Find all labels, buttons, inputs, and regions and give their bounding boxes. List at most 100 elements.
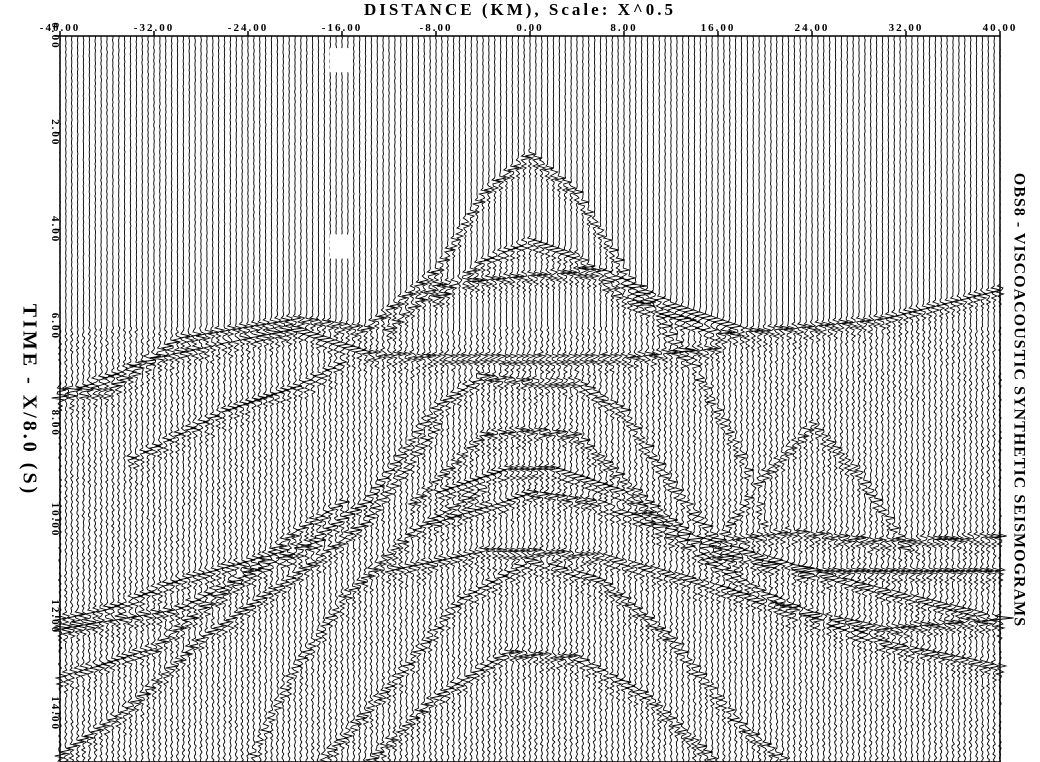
seismic-trace bbox=[164, 35, 179, 762]
seismic-trace bbox=[107, 35, 121, 762]
seismic-trace bbox=[206, 35, 220, 762]
seismic-trace bbox=[612, 35, 626, 762]
seismic-trace bbox=[705, 35, 720, 762]
seismic-trace bbox=[289, 35, 304, 762]
x-tick-label: -40.00 bbox=[40, 22, 80, 34]
seismic-trace bbox=[834, 35, 849, 762]
seismic-trace bbox=[780, 35, 798, 762]
seismic-trace bbox=[828, 35, 844, 762]
seismic-trace bbox=[774, 35, 792, 762]
seismic-trace bbox=[675, 35, 693, 762]
seismic-trace bbox=[183, 35, 197, 762]
seismic-trace bbox=[359, 35, 373, 762]
x-tick-label: 16.00 bbox=[701, 22, 736, 34]
x-tick-label: 24.00 bbox=[795, 22, 830, 34]
x-axis-ticks: -40.00 -32.00 -24.00 -16.00 -8.00 0.00 8.00 16.… bbox=[40, 22, 1015, 36]
seismic-trace bbox=[270, 35, 285, 762]
y-tick-label: 0.00 bbox=[49, 22, 61, 49]
seismic-trace bbox=[447, 35, 463, 762]
seismic-trace bbox=[635, 35, 652, 762]
x-tick-label: -16.00 bbox=[322, 22, 362, 34]
blank-patch bbox=[330, 48, 352, 73]
seismic-trace bbox=[981, 35, 995, 762]
seismic-trace bbox=[629, 35, 647, 762]
seismic-trace bbox=[488, 35, 502, 762]
seismic-trace bbox=[698, 35, 718, 762]
seismic-trace bbox=[342, 36, 356, 762]
chart-title: DISTANCE (KM), Scale: X^0.5 bbox=[364, 0, 676, 19]
seismic-trace bbox=[659, 35, 673, 762]
seismic-trace bbox=[60, 35, 73, 762]
seismic-trace bbox=[559, 35, 573, 762]
seismic-trace bbox=[898, 35, 913, 762]
seismic-trace bbox=[816, 35, 833, 762]
seismic-trace bbox=[500, 36, 514, 762]
seismic-trace bbox=[535, 35, 550, 762]
seismic-trace bbox=[323, 35, 338, 762]
seismic-trace bbox=[682, 35, 697, 762]
seismic-trace bbox=[812, 35, 825, 762]
seismic-trace bbox=[152, 35, 169, 762]
seismic-trace bbox=[876, 35, 890, 762]
seismic-trace bbox=[711, 35, 727, 762]
x-tick-label: 8.00 bbox=[610, 22, 637, 34]
x-tick-label: -24.00 bbox=[228, 22, 268, 34]
seismic-trace bbox=[76, 35, 93, 762]
seismic-trace bbox=[650, 35, 671, 762]
seismic-trace bbox=[935, 36, 949, 762]
seismic-trace bbox=[987, 35, 1002, 762]
seismic-trace bbox=[788, 35, 803, 762]
seismic-trace bbox=[588, 35, 602, 762]
seismic-trace bbox=[524, 35, 538, 762]
seismic-trace bbox=[365, 35, 379, 762]
seismic-trace bbox=[918, 35, 931, 762]
y-tick-label: 8.00 bbox=[49, 410, 61, 437]
seismic-trace bbox=[64, 35, 83, 762]
seismic-trace bbox=[923, 35, 937, 762]
seismic-trace bbox=[594, 35, 608, 762]
seismic-trace bbox=[905, 35, 920, 762]
seismic-trace bbox=[247, 35, 262, 762]
seismic-trace bbox=[389, 35, 403, 762]
seismic-trace bbox=[617, 35, 632, 762]
seismic-trace bbox=[427, 35, 444, 762]
seismic-trace bbox=[911, 35, 925, 762]
seismic-trace bbox=[224, 35, 238, 762]
seismic-trace bbox=[823, 35, 838, 762]
y-tick-label: 4.00 bbox=[49, 216, 61, 243]
seismic-trace bbox=[841, 35, 855, 762]
seismic-trace bbox=[762, 35, 779, 762]
y-tick-label: 10.00 bbox=[49, 503, 61, 538]
seismic-trace bbox=[670, 35, 685, 762]
blank-patch bbox=[330, 234, 352, 259]
seismic-trace bbox=[664, 35, 680, 762]
seismic-trace bbox=[600, 35, 615, 762]
x-tick-label: 0.00 bbox=[516, 22, 543, 34]
seismic-trace bbox=[684, 35, 704, 762]
seismic-trace bbox=[958, 35, 972, 762]
seismic-trace bbox=[947, 35, 962, 762]
seismic-trace bbox=[798, 36, 815, 762]
seismic-trace bbox=[306, 35, 320, 762]
seismic-trace bbox=[952, 35, 966, 762]
seismic-trace bbox=[581, 35, 597, 762]
seismic-trace bbox=[976, 35, 990, 762]
x-tick-label: -8.00 bbox=[420, 22, 453, 34]
seismic-trace bbox=[394, 35, 408, 762]
seismic-trace bbox=[640, 36, 656, 762]
seismic-trace bbox=[171, 35, 186, 762]
seismic-trace bbox=[746, 35, 761, 762]
seismic-trace bbox=[71, 35, 85, 762]
seismic-trace bbox=[418, 36, 432, 762]
seismic-trace bbox=[723, 35, 739, 762]
seismic-trace bbox=[283, 36, 297, 762]
seismic-trace bbox=[211, 35, 226, 762]
seismic-trace bbox=[301, 35, 314, 762]
seismic-trace bbox=[129, 35, 145, 762]
seismic-trace bbox=[482, 35, 497, 762]
seismic-trace bbox=[623, 35, 638, 762]
seismic-trace bbox=[541, 35, 555, 762]
seismic-trace bbox=[253, 35, 268, 762]
seismic-trace bbox=[529, 35, 544, 762]
